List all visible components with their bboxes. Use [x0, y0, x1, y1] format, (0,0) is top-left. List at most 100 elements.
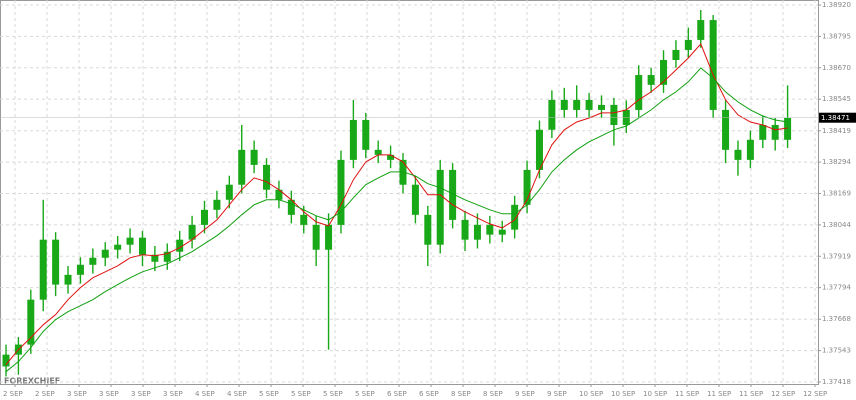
- last-price-label: 1.38471: [821, 114, 850, 122]
- candle-body: [201, 209, 208, 225]
- x-tick-label: 3 SEP: [163, 390, 183, 398]
- candle-body: [337, 159, 345, 225]
- y-tick-label: 1.37418: [822, 378, 851, 386]
- candle-body: [734, 149, 742, 160]
- candle-body: [660, 59, 668, 85]
- candle-body: [387, 154, 395, 160]
- candle-body: [548, 99, 556, 130]
- candle-body: [76, 264, 84, 275]
- x-tick-label: 3 SEP: [131, 390, 151, 398]
- moving-average: [5, 67, 788, 373]
- candle-body: [535, 129, 543, 170]
- watermark: FOREXCHIEF: [4, 377, 60, 386]
- candle-body: [635, 75, 643, 110]
- candle-body: [138, 237, 146, 255]
- candle-body: [225, 184, 233, 200]
- candle-body: [411, 184, 419, 215]
- x-tick-label: 5 SEP: [355, 390, 375, 398]
- candle-body: [622, 109, 630, 125]
- x-tick-label: 2 SEP: [3, 390, 23, 398]
- x-tick-label: 2 SEP: [35, 390, 55, 398]
- candle-body: [312, 224, 320, 250]
- candle-body: [250, 149, 258, 165]
- y-tick-label: 1.37794: [822, 284, 851, 292]
- candle-body: [101, 249, 109, 258]
- plot-border: [0, 0, 819, 385]
- candle-body: [498, 229, 506, 235]
- candle-body: [126, 237, 134, 245]
- candle-body: [114, 244, 122, 250]
- last-price-box: [819, 112, 856, 123]
- x-tick-label: 12 SEP: [771, 390, 795, 398]
- candle-body: [374, 149, 382, 155]
- candle-body: [349, 119, 357, 160]
- candle-body: [598, 104, 605, 110]
- candle-body: [784, 117, 792, 140]
- x-tick-label: 11 SEP: [739, 390, 763, 398]
- y-tick-label: 1.37543: [822, 347, 851, 355]
- candle-body: [759, 124, 767, 140]
- moving-average: [5, 42, 788, 366]
- candle-body: [672, 49, 680, 60]
- x-tick-label: 5 SEP: [323, 390, 343, 398]
- y-tick-label: 1.37919: [822, 252, 851, 260]
- candle-body: [436, 169, 444, 245]
- candle-body: [52, 239, 60, 285]
- x-tick-label: 8 SEP: [483, 390, 503, 398]
- candle-body: [263, 164, 271, 190]
- candle-body: [709, 20, 717, 110]
- x-tick-label: 12 SEP: [803, 390, 827, 398]
- x-tick-label: 9 SEP: [547, 390, 567, 398]
- candle-body: [163, 251, 171, 262]
- x-tick-label: 11 SEP: [707, 390, 731, 398]
- candle-body: [461, 219, 469, 240]
- y-tick-label: 1.38044: [822, 221, 851, 229]
- y-tick-label: 1.38419: [822, 127, 851, 135]
- candle-body: [746, 139, 754, 160]
- candle-body: [647, 75, 655, 85]
- candle-body: [39, 239, 47, 300]
- candle-body: [362, 119, 370, 150]
- candle-body: [722, 109, 730, 150]
- candle-body: [697, 20, 705, 40]
- candle-body: [238, 149, 246, 185]
- candle-body: [325, 224, 333, 250]
- candle-body: [585, 99, 593, 110]
- x-tick-label: 4 SEP: [195, 390, 215, 398]
- x-tick-label: 6 SEP: [387, 390, 407, 398]
- candle-body: [89, 257, 97, 265]
- x-tick-label: 11 SEP: [675, 390, 699, 398]
- candle-body: [771, 124, 779, 140]
- x-tick-label: 10 SEP: [579, 390, 603, 398]
- candle-body: [511, 204, 519, 230]
- candle-body: [213, 199, 221, 210]
- y-tick-label: 1.38545: [822, 95, 851, 103]
- candle-body: [2, 354, 10, 367]
- x-tick-label: 5 SEP: [291, 390, 311, 398]
- x-tick-label: 4 SEP: [227, 390, 247, 398]
- y-tick-label: 1.38169: [822, 190, 851, 198]
- y-tick-label: 1.38920: [822, 1, 851, 9]
- candle-body: [27, 299, 35, 345]
- x-tick-label: 3 SEP: [99, 390, 119, 398]
- candle-body: [560, 99, 568, 110]
- candle-body: [300, 214, 308, 225]
- y-tick-label: 1.38670: [822, 64, 851, 72]
- x-tick-label: 10 SEP: [611, 390, 635, 398]
- x-tick-label: 8 SEP: [451, 390, 471, 398]
- y-tick-label: 1.38294: [822, 158, 851, 166]
- candle-body: [610, 104, 618, 125]
- y-tick-label: 1.37668: [822, 315, 851, 323]
- candle-body: [523, 169, 531, 205]
- x-tick-label: 9 SEP: [515, 390, 535, 398]
- candle-body: [486, 224, 494, 235]
- y-tick-label: 1.38795: [822, 32, 851, 40]
- candle-body: [188, 224, 196, 240]
- x-tick-label: 10 SEP: [643, 390, 667, 398]
- x-tick-label: 3 SEP: [67, 390, 87, 398]
- x-tick-label: 5 SEP: [259, 390, 279, 398]
- candle-body: [64, 274, 72, 285]
- candle-body: [573, 99, 581, 110]
- candle-body: [176, 239, 184, 252]
